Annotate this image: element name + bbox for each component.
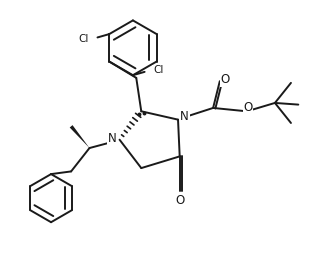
Text: N: N xyxy=(108,131,117,144)
Text: N: N xyxy=(180,110,189,123)
Text: Cl: Cl xyxy=(79,34,89,44)
Polygon shape xyxy=(70,125,89,148)
Text: O: O xyxy=(221,73,230,86)
Text: O: O xyxy=(175,194,184,207)
Text: Cl: Cl xyxy=(153,65,163,75)
Text: O: O xyxy=(244,101,253,114)
